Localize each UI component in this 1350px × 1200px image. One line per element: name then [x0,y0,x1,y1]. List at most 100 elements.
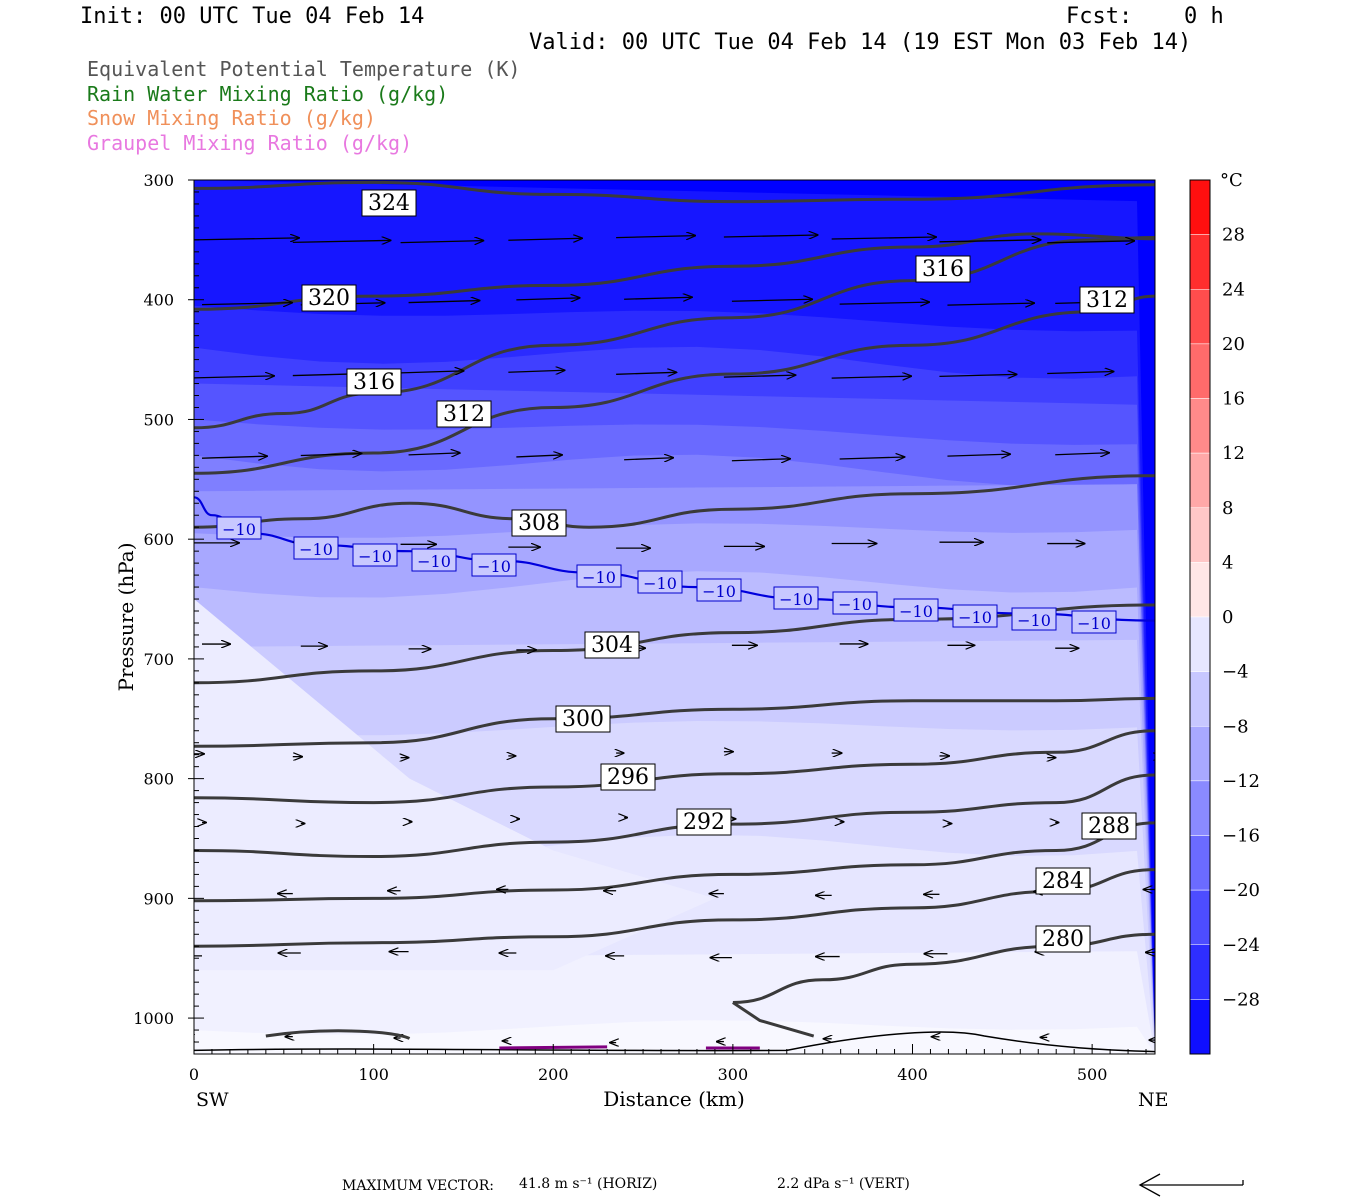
wind-vector [194,238,299,240]
colorbar-band [1189,343,1211,399]
theta-e-label-296-0: 296 [600,763,656,791]
theta-e-label-280-0-box [1035,925,1091,953]
temperature-label-6-box [637,570,683,594]
theta-e-label-304-0-text: 304 [591,633,633,658]
colorbar-tick-label: −28 [1222,989,1260,1010]
temperature-label-2-box [352,543,398,567]
colorbar-tick-label: 0 [1222,607,1233,628]
wind-vector [723,235,818,237]
colorbar-tick-label: 4 [1222,552,1233,573]
colorbar-tick-label: −4 [1222,662,1249,683]
temperature-label-5: −10 [576,564,622,588]
theta-e-label-296-0-text: 296 [607,765,649,790]
colorbar-tick-label: 20 [1222,334,1245,355]
x-tick-label: 300 [718,1065,749,1084]
colorbar-tick-label: −8 [1222,716,1249,737]
wind-vector [731,299,812,301]
wind-vector [947,303,1034,305]
theta-e-label-320-0-box [301,284,357,312]
colorbar-band [1189,944,1211,1000]
y-tick-label: 800 [143,770,174,789]
theta-e-label-320-0-text: 320 [308,286,350,311]
colorbar-tick-label: −12 [1222,771,1260,792]
y-tick-label: 400 [143,291,174,310]
legend-graupel-mixing-ratio: Graupel Mixing Ratio (g/kg) [87,131,413,155]
temperature-label-6: −10 [637,570,683,594]
temperature-label-6-text: −10 [643,574,677,593]
temperature-label-2-text: −10 [358,547,392,566]
theta-e-label-312-1: 312 [1079,286,1135,314]
theta-e-contour-308 [194,474,1155,529]
colorbar-tick-label: 8 [1222,498,1233,519]
plot-frame [193,179,1156,1055]
wind-vector [508,370,564,372]
temperature-label-11-box [952,604,998,628]
colorbar-tick-label: 12 [1222,443,1245,464]
theta-e-label-288-0-box [1081,812,1137,840]
temperature-label-0-box [216,516,262,540]
temperature-label-4-box [471,553,517,577]
x-tick-label: 400 [897,1065,928,1084]
wind-vector [624,458,673,460]
colorbar-tick-label: −16 [1222,826,1260,847]
theta-e-label-292-0-box [676,808,732,836]
theta-e-label-316-0-text: 316 [353,370,395,395]
colorbar-tick-label: 24 [1222,279,1245,300]
wind-vector [831,376,912,378]
theta-e-label-316-0: 316 [346,368,402,396]
temperature-label-13-box [1071,610,1117,634]
wind-vector [1047,241,1134,243]
temperature-label-4: −10 [471,553,517,577]
colorbar-tick-label: −24 [1222,935,1260,956]
wind-vector [616,236,695,238]
colorbar-tick-label: 16 [1222,389,1245,410]
temperature-label-11-text: −10 [958,608,992,627]
temperature-label-0-text: −10 [222,520,256,539]
theta-e-label-288-0-text: 288 [1088,814,1130,839]
max-vector-horizontal: 41.8 m s⁻¹ (HORIZ) [519,1176,658,1192]
sw-end-label: SW [196,1089,229,1111]
colorbar-tick-label: −20 [1222,880,1260,901]
theta-e-label-308-0-text: 308 [518,511,560,536]
colorbar-tick-label: 28 [1222,225,1245,246]
temperature-label-7: −10 [696,578,742,602]
theta-e-label-300-0: 300 [555,705,611,733]
temperature-label-4-text: −10 [477,557,511,576]
theta-e-label-316-1: 316 [915,255,971,283]
wind-vector [292,240,391,242]
colorbar-band [1189,616,1211,672]
temperature-label-11: −10 [952,604,998,628]
wind-vector [939,374,1016,376]
colorbar-band [1189,835,1211,891]
theta-e-label-304-0: 304 [584,631,640,659]
theta-e-contour-320 [194,232,1155,311]
temperature-label-8-text: −10 [779,590,813,609]
theta-e-label-316-1-text: 316 [922,257,964,282]
surface-contour-west [265,1029,411,1040]
legend-equivalent-potential-temperature: Equivalent Potential Temperature (K) [87,57,521,81]
x-axis-label: Distance (km) [603,1087,745,1111]
colorbar-band [1189,889,1211,945]
forecast-label: Fcst: [1066,4,1133,29]
wind-vector [516,455,562,457]
theta-e-label-296-0-box [600,763,656,791]
temperature-label-10: −10 [893,598,939,622]
x-tick-label: 200 [538,1065,569,1084]
y-tick-label: 600 [143,530,174,549]
max-vector-vertical: 2.2 dPa s⁻¹ (VERT) [777,1176,910,1192]
wind-vector [731,459,790,461]
shade-warm-pocket [194,599,715,971]
temperature-label-7-box [696,578,742,602]
theta-e-label-324-0-box [361,189,417,217]
temperature-label-1-text: −10 [299,540,333,559]
colorbar: 28 24 20 16 12 8 4 0 −4 −8 −12 −16 −20 −24 −28 [1189,179,1260,1055]
wind-vector [616,372,676,374]
temperature-label-12-text: −10 [1017,611,1051,630]
wind-vector [400,241,484,243]
wind-vector [723,375,795,377]
theta-e-contour-288 [194,821,1155,903]
temperature-label-0: −10 [216,516,262,540]
temperature-label-3-box [411,548,457,572]
colorbar-band [1189,234,1211,290]
